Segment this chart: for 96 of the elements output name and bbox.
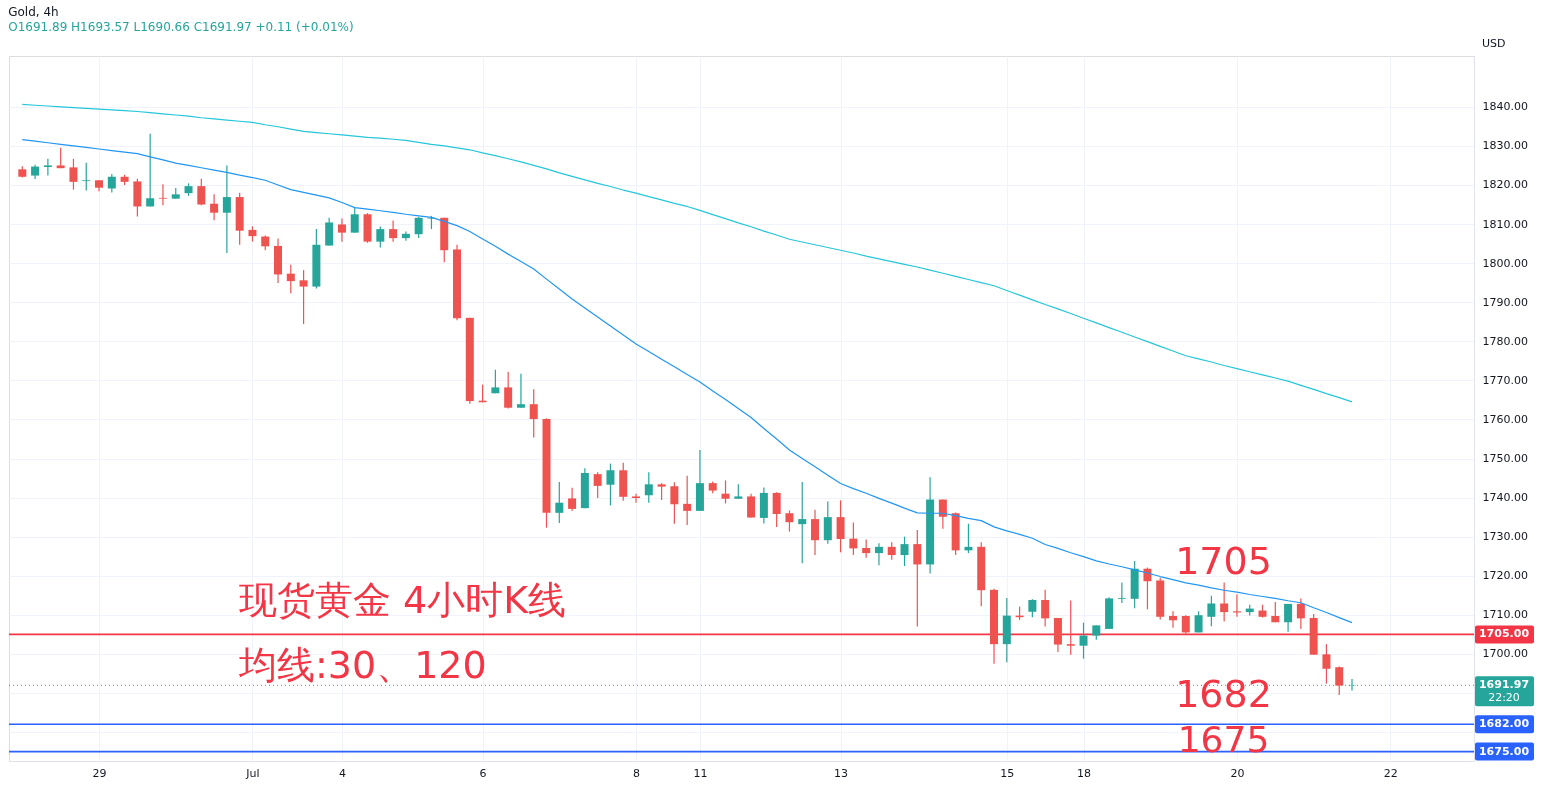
line-series	[21, 139, 1353, 624]
y-tick-label: 1720.00	[1482, 569, 1528, 583]
y-tick-label: 1750.00	[1482, 452, 1528, 466]
candlestick	[823, 500, 832, 545]
candlestick	[1322, 643, 1331, 685]
y-tick-label: 1700.00	[1482, 647, 1528, 661]
annotation: 1682	[1175, 672, 1272, 717]
y-tick-label: 1710.00	[1482, 608, 1528, 622]
y-tick-label: 1760.00	[1482, 412, 1528, 426]
candlestick	[1079, 622, 1088, 660]
x-tick-label: 13	[834, 766, 849, 780]
candlestick	[670, 481, 679, 525]
ref-line-label: 1705.00	[1478, 627, 1530, 641]
y-tick-label: 1800.00	[1482, 256, 1528, 270]
candlestick	[683, 475, 692, 526]
candlestick	[1169, 610, 1178, 629]
candlestick	[747, 493, 756, 519]
candlestick	[1284, 603, 1293, 633]
x-tick-label: 29	[92, 766, 107, 780]
y-tick-label: 1790.00	[1482, 295, 1528, 309]
y-tick-label: 1820.00	[1482, 178, 1528, 192]
candlestick	[862, 538, 871, 559]
candlestick	[299, 269, 308, 325]
candlestick	[721, 479, 730, 505]
candlestick	[1041, 589, 1050, 628]
x-tick-label: 4	[338, 766, 346, 780]
x-tick-label: 6	[479, 766, 487, 780]
candlestick	[210, 193, 219, 221]
x-tick-label: Jul	[245, 766, 260, 780]
y-tick-label: 1810.00	[1482, 217, 1528, 231]
y-tick-label: 1740.00	[1482, 491, 1528, 505]
x-tick-label: 20	[1230, 766, 1245, 780]
y-tick-label: 1840.00	[1482, 100, 1528, 114]
candlestick	[350, 207, 359, 234]
y-tick-label: 1830.00	[1482, 139, 1528, 153]
candlestick	[197, 178, 206, 206]
candlestick	[222, 164, 231, 254]
candlestick	[555, 481, 564, 524]
x-tick-label: 11	[693, 766, 708, 780]
x-tick-label: 22	[1383, 766, 1398, 780]
candlestick	[772, 491, 781, 528]
candlestick	[785, 509, 794, 533]
chart-subtitle: O1691.89 H1693.57 L1690.66 C1691.97 +0.11 (+0.01%)	[8, 20, 354, 34]
candlestick	[606, 463, 615, 507]
annotation: 现货黄金 4小时K线	[239, 578, 567, 623]
candlestick	[529, 388, 538, 439]
candlestick	[286, 264, 295, 294]
annotation: 1675	[1177, 719, 1270, 761]
candlestick	[798, 481, 807, 564]
candlestick	[376, 225, 385, 249]
y-axis-title: USD	[1482, 37, 1506, 50]
candlestick	[644, 471, 653, 504]
candlestick	[568, 487, 577, 512]
candlestick	[43, 158, 52, 177]
candlestick	[849, 522, 858, 556]
line-series	[21, 103, 1353, 403]
candlestick	[82, 162, 91, 192]
candlestick	[1335, 665, 1344, 696]
annotation: 1705	[1175, 538, 1272, 583]
candlestick	[1117, 581, 1126, 604]
candlestick	[1296, 597, 1305, 630]
candlestick	[811, 509, 820, 556]
text: 22:20	[1488, 691, 1520, 705]
x-tick-label: 15	[1000, 766, 1015, 780]
candlestick	[146, 133, 155, 208]
candlestick	[1207, 595, 1216, 627]
y-tick-label: 1730.00	[1482, 530, 1528, 544]
x-tick-label: 8	[633, 766, 641, 780]
candlestick	[874, 542, 883, 566]
candlestick	[158, 183, 167, 206]
candlestick	[593, 471, 602, 499]
candlestick	[107, 173, 116, 193]
candlestick	[414, 216, 423, 239]
candlestick	[632, 493, 641, 504]
candlestick	[504, 371, 513, 410]
annotation: 均线:30、120	[238, 643, 487, 688]
candlestick	[401, 230, 410, 242]
candlestick	[913, 529, 922, 628]
x-tick-label: 18	[1077, 766, 1092, 780]
chart-title: Gold, 4h	[8, 5, 59, 19]
ref-line-label: 1691.97	[1478, 678, 1530, 692]
candlestick	[1220, 581, 1229, 623]
candlestick	[1181, 614, 1190, 635]
ref-line-label: 1682.00	[1478, 717, 1530, 731]
candlestick	[836, 499, 845, 553]
y-tick-label: 1780.00	[1482, 334, 1528, 348]
candlestick	[516, 373, 525, 409]
candlestick	[389, 219, 398, 243]
candlestick	[325, 217, 334, 247]
candlestick	[900, 536, 909, 567]
candlestick	[337, 217, 346, 243]
candlestick	[69, 158, 78, 191]
ref-line-label: 1675.00	[1478, 744, 1530, 758]
candlestick	[938, 498, 947, 530]
candlestick	[1066, 599, 1075, 656]
y-tick-label: 1770.00	[1482, 373, 1528, 387]
